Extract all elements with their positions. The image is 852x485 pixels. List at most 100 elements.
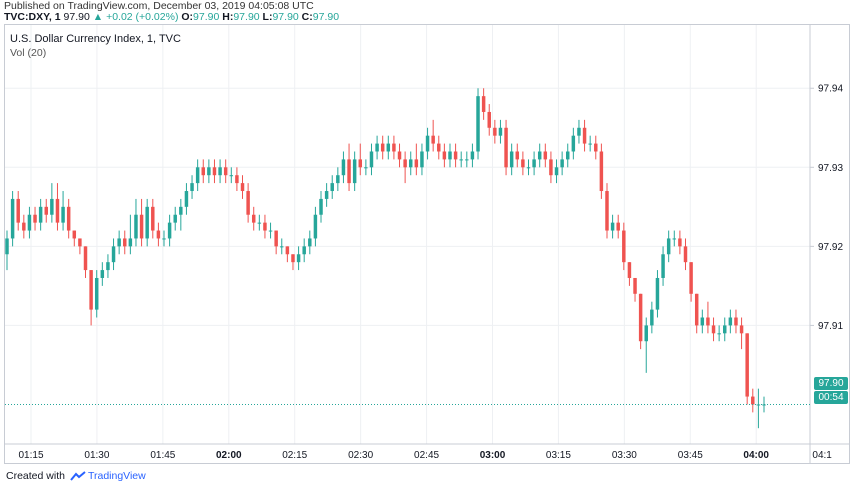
candle-body: [44, 206, 48, 215]
candle-body: [711, 325, 716, 334]
candle-body: [61, 206, 65, 223]
candle-body: [566, 151, 570, 160]
high-value: 97.90: [233, 11, 260, 23]
candle-body: [201, 167, 205, 176]
candle-body: [83, 246, 88, 271]
candle-body: [212, 167, 217, 176]
volume-label: Vol (20): [10, 47, 47, 59]
candle-body: [672, 238, 677, 240]
candle-body: [661, 254, 665, 278]
candle-body: [33, 214, 37, 223]
candle-body: [706, 317, 710, 326]
x-tick-label: 02:30: [348, 450, 373, 461]
candle-body: [616, 222, 620, 231]
candle-body: [162, 238, 166, 240]
candle-body: [38, 206, 43, 223]
x-tick-label: 02:00: [216, 450, 242, 461]
candle-body: [554, 167, 559, 176]
candle-body: [442, 151, 447, 160]
candle-body: [330, 183, 334, 192]
candle-body: [16, 198, 20, 223]
y-tick-label: 97.94: [818, 84, 843, 95]
candle-body: [235, 175, 239, 184]
candle-body: [532, 159, 536, 168]
x-tick-label: 03:45: [678, 450, 703, 461]
candle-body: [117, 238, 121, 247]
candle-body: [403, 159, 407, 168]
x-tick-label: 01:15: [18, 450, 43, 461]
candle-body: [543, 151, 548, 160]
candle-body: [476, 96, 480, 152]
candle-body: [437, 143, 441, 152]
countdown-badge: 00:54: [814, 391, 848, 404]
candle-body: [638, 293, 643, 342]
candle-body: [582, 127, 587, 144]
candle-body: [425, 135, 430, 152]
candle-body: [453, 151, 458, 160]
candle-body: [291, 254, 295, 263]
candle-body: [599, 151, 604, 192]
candle-body: [504, 127, 508, 168]
high-label: H:: [222, 11, 234, 23]
candle-body: [139, 214, 144, 239]
x-tick-label: 02:15: [282, 450, 307, 461]
candle-body: [207, 167, 211, 176]
candle-body: [134, 214, 138, 239]
x-tick-label: 02:45: [414, 450, 439, 461]
candle-body: [55, 198, 60, 223]
candle-body: [459, 159, 463, 161]
candle-body: [683, 246, 688, 263]
candle-body: [50, 198, 54, 215]
candle-body: [308, 238, 312, 247]
candle-body: [414, 159, 419, 168]
x-tick-label: 01:45: [150, 450, 175, 461]
candle-body: [195, 167, 200, 184]
candle-body: [274, 230, 278, 247]
candle-body: [5, 238, 9, 255]
candle-body: [723, 325, 727, 334]
x-tick-label: 04:1: [812, 450, 832, 461]
candle-body: [700, 317, 705, 326]
candle-body: [465, 159, 469, 161]
x-tick-label: 04:00: [743, 450, 769, 461]
candle-body: [246, 191, 250, 215]
symbol-label: TVC:DXY, 1: [4, 11, 61, 23]
chart-title: U.S. Dollar Currency Index, 1, TVC: [10, 33, 181, 45]
candle-body: [751, 396, 755, 405]
candle-body: [173, 214, 177, 223]
candle-body: [302, 246, 306, 255]
candle-body: [745, 333, 749, 397]
candle-body: [627, 262, 632, 278]
candle-body: [487, 111, 491, 128]
candle-body: [509, 151, 514, 168]
candle-body: [650, 309, 654, 326]
candle-body: [151, 206, 155, 231]
candle-body: [678, 238, 682, 247]
candle-body: [111, 246, 116, 263]
candle-body: [10, 198, 15, 239]
candle-body: [644, 325, 648, 342]
candle-body: [263, 222, 267, 231]
candle-body: [397, 151, 402, 160]
candle-body: [190, 183, 194, 192]
candle-body: [633, 277, 637, 294]
footer: Created with TradingView: [6, 470, 146, 482]
tradingview-brand[interactable]: TradingView: [87, 470, 146, 482]
x-tick-label: 03:15: [546, 450, 571, 461]
candle-body: [515, 151, 520, 160]
open-value: 97.90: [193, 11, 220, 23]
candle-body: [223, 167, 228, 176]
chart-frame: [4, 24, 850, 464]
candle-body: [689, 262, 693, 294]
published-line: Published on TradingView.com, December 0…: [4, 0, 314, 12]
candle-body: [622, 230, 626, 263]
candle-body: [420, 151, 424, 168]
candle-body: [66, 206, 71, 231]
candle-body: [123, 238, 127, 247]
candle-body: [392, 143, 396, 152]
x-tick-label: 03:30: [612, 450, 637, 461]
candle-body: [27, 214, 32, 231]
candle-body: [72, 230, 77, 239]
candle-body: [369, 151, 374, 168]
